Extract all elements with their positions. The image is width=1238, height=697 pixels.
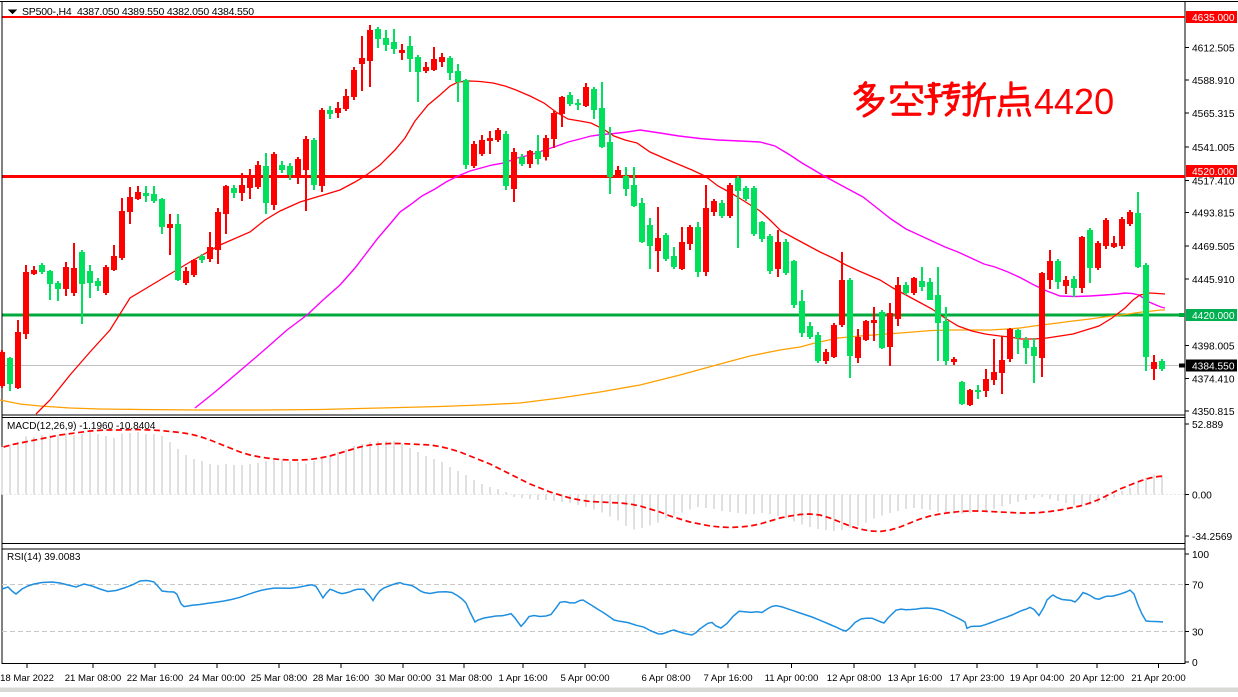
svg-text:SP500-,H4 4387.050 4389.550 4: SP500-,H4 4387.050 4389.550 4382.050 438… (22, 6, 254, 18)
svg-text:17 Apr 23:00: 17 Apr 23:00 (950, 673, 1004, 684)
svg-text:1 Apr 16:00: 1 Apr 16:00 (498, 673, 547, 684)
svg-text:4384.550: 4384.550 (1192, 362, 1235, 373)
svg-text:6 Apr 08:00: 6 Apr 08:00 (641, 673, 690, 684)
svg-text:-34.2569: -34.2569 (1192, 532, 1233, 543)
svg-text:52.889: 52.889 (1192, 420, 1223, 431)
svg-text:4565.315: 4565.315 (1192, 109, 1235, 120)
svg-text:4493.815: 4493.815 (1192, 208, 1235, 219)
svg-text:20 Apr 12:00: 20 Apr 12:00 (1070, 673, 1124, 684)
svg-text:4520.000: 4520.000 (1192, 167, 1235, 178)
svg-text:4374.410: 4374.410 (1192, 374, 1235, 385)
svg-text:22 Mar 16:00: 22 Mar 16:00 (127, 673, 184, 684)
svg-text:25 Mar 08:00: 25 Mar 08:00 (251, 673, 308, 684)
svg-text:0.00: 0.00 (1192, 491, 1212, 502)
svg-text:4398.005: 4398.005 (1192, 342, 1235, 353)
svg-text:31 Mar 08:00: 31 Mar 08:00 (436, 673, 493, 684)
svg-text:4350.815: 4350.815 (1192, 407, 1235, 418)
svg-text:12 Apr 08:00: 12 Apr 08:00 (827, 673, 881, 684)
svg-text:11 Apr 00:00: 11 Apr 00:00 (765, 673, 819, 684)
svg-text:18 Mar 2022: 18 Mar 2022 (0, 673, 54, 684)
svg-text:4612.505: 4612.505 (1192, 43, 1235, 54)
svg-text:21 Apr 20:00: 21 Apr 20:00 (1131, 673, 1185, 684)
svg-text:70: 70 (1192, 581, 1204, 592)
svg-text:30 Mar 00:00: 30 Mar 00:00 (375, 673, 432, 684)
svg-text:4635.000: 4635.000 (1192, 13, 1235, 24)
svg-text:4420.000: 4420.000 (1192, 311, 1235, 322)
svg-text:28 Mar 16:00: 28 Mar 16:00 (313, 673, 370, 684)
svg-text:100: 100 (1192, 550, 1209, 561)
svg-text:4420: 4420 (1034, 81, 1114, 122)
svg-text:24 Mar 00:00: 24 Mar 00:00 (189, 673, 246, 684)
svg-text:30: 30 (1192, 628, 1204, 639)
svg-text:RSI(14) 39.0083: RSI(14) 39.0083 (7, 552, 81, 563)
svg-text:4469.505: 4469.505 (1192, 242, 1235, 253)
svg-text:4588.910: 4588.910 (1192, 76, 1235, 87)
svg-text:4541.005: 4541.005 (1192, 143, 1235, 154)
svg-text:MACD(12,26,9) -1.1960 -10.8404: MACD(12,26,9) -1.1960 -10.8404 (7, 421, 156, 432)
svg-text:4517.410: 4517.410 (1192, 177, 1235, 188)
svg-text:19 Apr 04:00: 19 Apr 04:00 (1010, 673, 1064, 684)
svg-text:0: 0 (1192, 658, 1198, 669)
svg-text:5 Apr 00:00: 5 Apr 00:00 (560, 673, 609, 684)
svg-text:4445.910: 4445.910 (1192, 275, 1235, 286)
svg-text:21 Mar 08:00: 21 Mar 08:00 (65, 673, 122, 684)
svg-text:7 Apr 16:00: 7 Apr 16:00 (703, 673, 752, 684)
svg-text:13 Apr 16:00: 13 Apr 16:00 (888, 673, 942, 684)
